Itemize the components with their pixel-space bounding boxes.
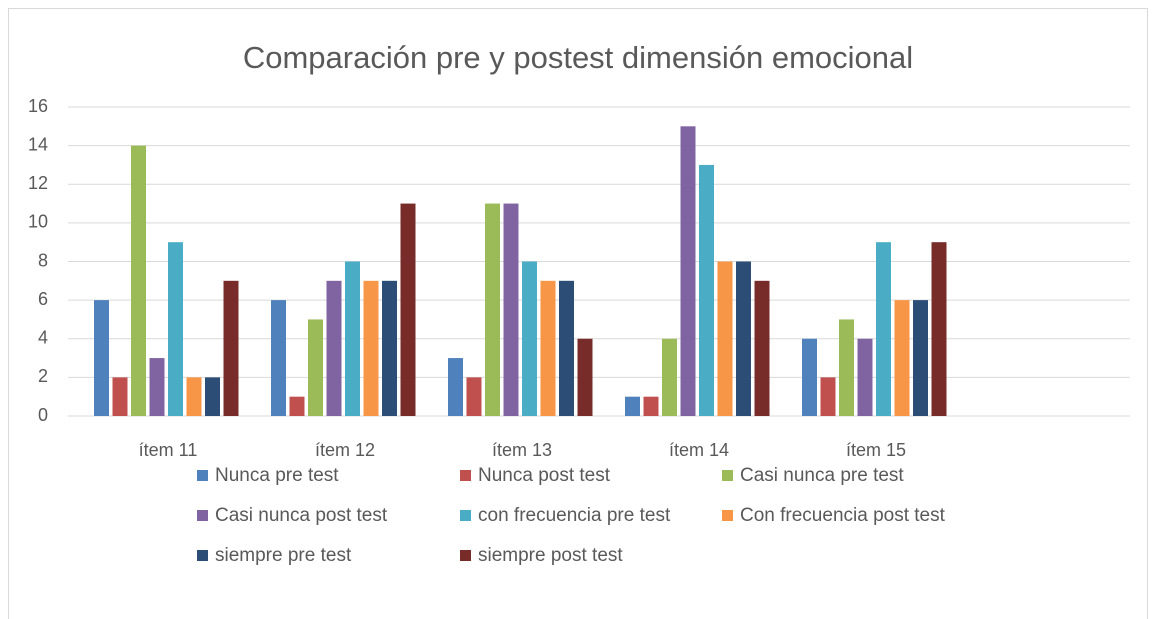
legend-label: Casi nunca pre test [740, 465, 904, 486]
legend-swatch [197, 510, 208, 521]
bar [625, 396, 640, 416]
bar [662, 338, 677, 416]
legend-swatch [722, 470, 733, 481]
bar [131, 145, 146, 416]
bar [400, 203, 416, 416]
bar [876, 242, 891, 416]
y-tick-label: 16 [28, 96, 48, 116]
bar [540, 280, 556, 416]
bar [754, 280, 770, 416]
y-tick-label: 8 [38, 250, 48, 270]
legend-swatch [197, 470, 208, 481]
legend-label: con frecuencia pre test [478, 505, 671, 526]
bar [205, 377, 220, 416]
bar [680, 126, 696, 416]
bar [559, 280, 574, 416]
bar [94, 300, 109, 416]
legend-swatch [197, 550, 208, 561]
bar [894, 300, 910, 416]
legend-label: Casi nunca post test [215, 505, 388, 526]
bar [820, 377, 836, 416]
bar [503, 203, 519, 416]
bar [271, 300, 286, 416]
bar [466, 377, 482, 416]
x-tick-label: ítem 15 [846, 440, 906, 460]
bar [736, 261, 751, 416]
x-tick-label: ítem 14 [669, 440, 729, 460]
y-tick-label: 14 [28, 134, 48, 154]
legend-swatch [460, 550, 471, 561]
x-tick-label: ítem 13 [492, 440, 552, 460]
bar [112, 377, 128, 416]
chart-title: Comparación pre y postest dimensión emoc… [243, 40, 913, 75]
bar [382, 280, 397, 416]
legend-swatch [722, 510, 733, 521]
legend-label: siempre post test [478, 545, 623, 566]
bar [931, 242, 947, 416]
bar [289, 396, 305, 416]
legend-swatch [460, 470, 471, 481]
legend-label: Nunca post test [478, 465, 611, 486]
bar [643, 396, 659, 416]
x-tick-label: ítem 12 [315, 440, 375, 460]
bar [913, 300, 928, 416]
bar [717, 261, 733, 416]
bar [345, 261, 360, 416]
bar [485, 203, 500, 416]
bar [363, 280, 379, 416]
y-tick-label: 6 [38, 289, 48, 309]
bar [577, 338, 593, 416]
bar [223, 280, 239, 416]
bar [149, 358, 165, 416]
bar [308, 319, 323, 416]
legend-label: Con frecuencia post test [740, 505, 946, 526]
y-tick-label: 0 [38, 405, 48, 425]
bar [448, 358, 463, 416]
bar [186, 377, 202, 416]
bar [326, 280, 342, 416]
bar [839, 319, 854, 416]
y-tick-label: 4 [38, 328, 48, 348]
bar [699, 164, 714, 416]
legend-label: Nunca pre test [215, 465, 339, 486]
bar [168, 242, 183, 416]
y-tick-label: 12 [28, 173, 48, 193]
bar [522, 261, 537, 416]
y-tick-label: 10 [28, 212, 48, 232]
legend-swatch [460, 510, 471, 521]
bar [857, 338, 873, 416]
y-tick-label: 2 [38, 366, 48, 386]
x-tick-label: ítem 11 [139, 440, 198, 460]
legend-label: siempre pre test [215, 545, 352, 566]
bar [802, 338, 817, 416]
